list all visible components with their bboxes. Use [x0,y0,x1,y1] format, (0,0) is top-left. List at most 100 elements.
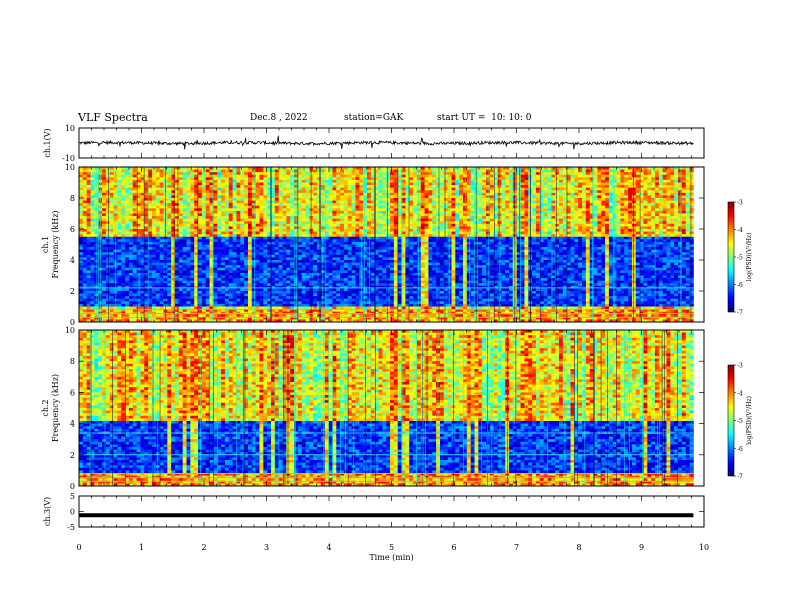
spectrogram-cell [424,208,429,212]
spectrogram-cell [294,177,299,181]
spectrogram-cell [474,208,479,212]
spectrogram-cell [274,172,280,176]
spectrogram-cell [631,200,637,204]
spectrogram-cell [413,192,418,196]
spectrogram-cell [628,195,633,199]
spectrogram-cell [393,169,399,173]
spectrogram-cell [259,218,264,222]
spectrogram-cell [420,203,425,207]
spectrogram-cell [182,244,187,248]
spectrogram-cell [159,208,164,212]
spectrogram-cell [393,192,399,196]
spectrogram-cell [194,213,199,217]
spectrogram-cell [117,198,122,201]
spectrogram-cell [447,234,452,238]
spectrogram-cell [374,169,379,173]
spectrogram-cell [105,208,111,212]
spectrogram-cell [301,231,306,235]
spectrogram-cell [86,198,91,201]
spectrogram-cell [117,239,122,243]
spectrogram-cell [125,190,130,194]
spectrogram-cell [240,167,245,170]
spectrogram-cell [201,239,207,243]
spectrogram-cell [578,241,583,245]
spectrogram-cell [351,200,356,204]
spectrogram-cell [555,174,560,178]
spectrogram-cell [436,236,441,240]
spectrogram-cell [470,231,475,235]
spectrogram-cell [486,218,491,222]
spectrogram-cell [201,198,207,201]
spectrogram-cell [244,221,249,225]
spectrogram-cell [347,216,353,220]
spectrogram-cell [98,210,103,214]
spectrogram-cell [455,239,460,243]
spectrogram-cell [486,169,491,173]
spectrogram-cell [198,229,203,232]
spectrogram-cell [639,236,644,240]
spectrogram-cell [224,172,230,176]
spectrogram-cell [190,234,195,238]
spectrogram-cell [86,205,91,209]
spectrogram-cell [643,172,648,176]
spectrogram-cell [98,205,103,209]
spectrogram-cell [390,234,395,238]
spectrogram-cell [274,226,280,230]
spectrogram-cell [582,185,587,189]
spectrogram-cell [151,236,157,240]
spectrogram-cell [662,187,667,191]
spectrogram-cell [328,195,333,199]
spectrogram-cell [605,210,610,214]
spectrogram-cell [198,205,203,209]
spectrogram-cell [205,231,210,235]
spectrogram-cell [532,205,537,209]
spectrogram-cell [251,210,257,214]
spectrogram-cell [267,192,272,196]
spectrogram-cell [209,167,214,170]
spectrogram-cell [178,177,184,181]
spectrogram-cell [286,200,291,204]
spectrogram-cell [455,223,460,227]
spectrogram-cell [217,200,222,204]
spectrogram-cell [301,226,306,230]
spectrogram-cell [121,182,126,186]
spectrogram-cell [558,223,564,227]
spectrogram-cell [616,185,621,189]
spectrogram-cell [194,239,199,243]
spectrogram-cell [685,221,690,225]
spectrogram-cell [94,216,99,220]
spectrogram-cell [585,205,591,209]
spectrogram-cell [102,203,107,207]
spectrogram-cell [244,216,249,220]
spectrogram-cell [294,195,299,199]
spectrogram-cell [155,190,161,194]
spectrogram-cell [585,239,591,243]
spectrogram-cell [167,226,172,230]
spectrogram-cell [666,205,671,209]
spectrogram-cell [340,190,345,194]
spectrogram-cell [386,182,391,186]
spectrogram-cell [328,187,333,191]
spectrogram-cell [643,200,648,204]
spectrogram-cell [175,167,180,170]
spectrogram-cell [635,221,641,225]
spectrogram-cell [255,174,260,178]
spectrogram-cell [351,226,356,230]
spectrogram-cell [547,223,552,227]
spectrogram-cell [439,205,445,209]
spectrogram-cell [482,177,487,181]
spectrogram-cell [259,190,264,194]
spectrogram-cell [678,185,683,189]
spectrogram-cell [282,239,287,243]
spectrogram-cell [578,187,583,191]
spectrogram-cell [601,241,606,245]
spectrogram-cell [574,213,579,217]
spectrogram-cell [428,174,433,178]
spectrogram-cell [290,221,295,225]
spectrogram-cell [355,172,360,176]
spectrogram-cell [562,236,568,240]
spectrogram-cell [589,177,594,181]
spectrogram-cell [409,210,414,214]
spectrogram-cell [539,231,545,235]
spectrogram-cell [213,179,218,183]
